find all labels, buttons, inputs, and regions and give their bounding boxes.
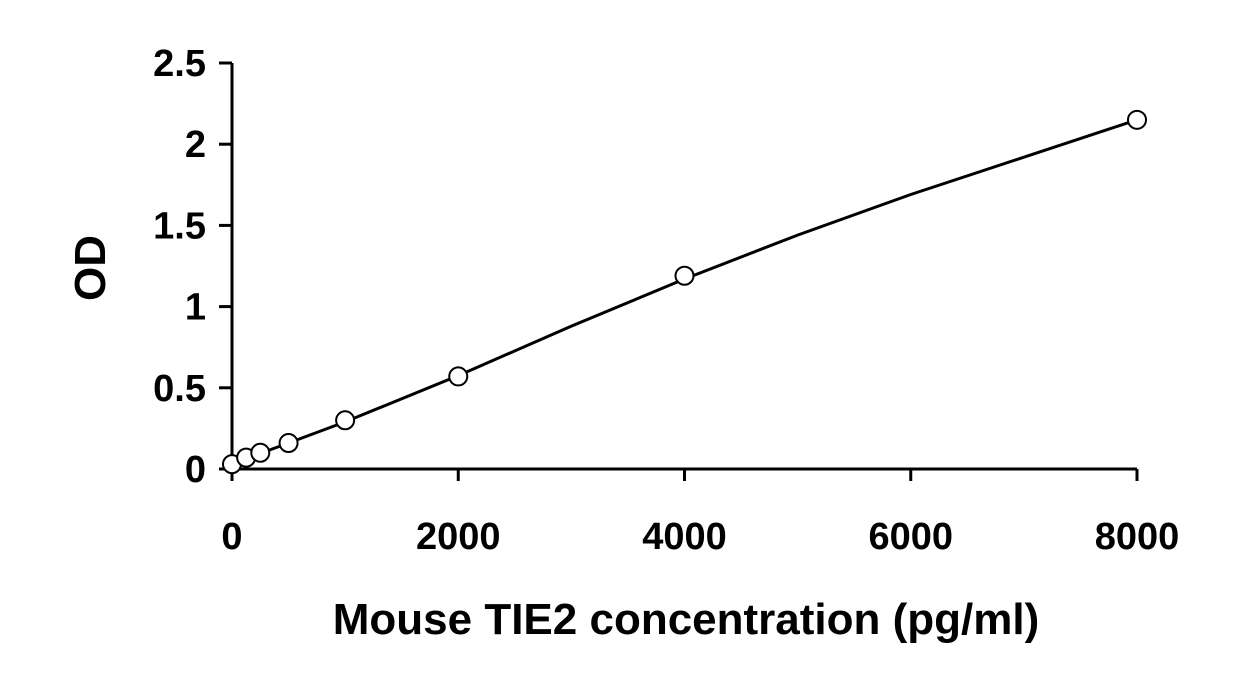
axes: 0 0.5 1 1.5 2 2.5 0 2000 4000 6000 8000 xyxy=(153,43,1179,558)
y-tick-label: 0.5 xyxy=(153,368,206,410)
y-ticks: 0 0.5 1 1.5 2 2.5 xyxy=(153,43,232,491)
fit-curve-line xyxy=(231,118,1138,466)
y-tick-label: 2 xyxy=(185,124,206,166)
x-ticks: 0 2000 4000 6000 8000 xyxy=(221,469,1179,558)
y-tick-label: 0 xyxy=(185,449,206,491)
x-tick-label: 2000 xyxy=(416,516,501,558)
x-tick-label: 4000 xyxy=(642,516,727,558)
data-point xyxy=(674,265,695,286)
data-points xyxy=(222,109,1147,475)
data-point xyxy=(250,442,271,463)
x-axis-title: Mouse TIE2 concentration (pg/ml) xyxy=(333,595,1040,644)
data-point xyxy=(278,433,299,454)
data-point xyxy=(448,366,469,387)
data-point xyxy=(335,410,356,431)
y-axis-title: OD xyxy=(66,235,115,301)
data-point xyxy=(1127,109,1147,130)
y-tick-label: 2.5 xyxy=(153,43,206,85)
y-tick-label: 1 xyxy=(185,287,206,329)
x-tick-label: 8000 xyxy=(1095,516,1180,558)
x-tick-label: 0 xyxy=(221,516,242,558)
x-tick-label: 6000 xyxy=(868,516,953,558)
y-tick-label: 1.5 xyxy=(153,205,206,247)
